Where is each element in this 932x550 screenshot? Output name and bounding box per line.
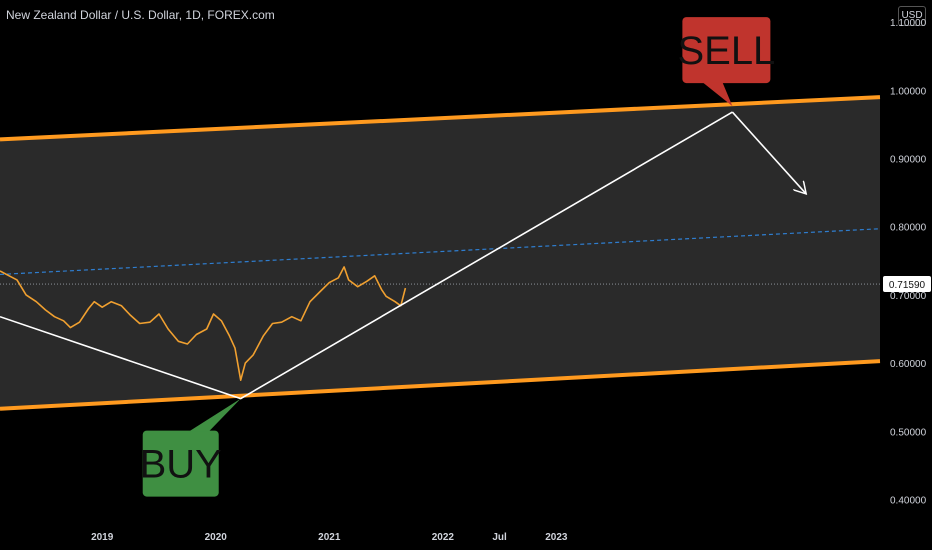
x-tick-label: 2020 bbox=[205, 532, 228, 543]
current-price-tag bbox=[883, 276, 931, 293]
callout-label: BUY bbox=[140, 443, 222, 487]
sell-callout[interactable]: SELL bbox=[677, 17, 775, 107]
y-tick-label: 0.60000 bbox=[890, 359, 927, 370]
currency-selector[interactable]: USD bbox=[898, 6, 926, 26]
chart-title: New Zealand Dollar / U.S. Dollar, 1D, FO… bbox=[6, 8, 275, 22]
y-tick-label: 1.10000 bbox=[890, 18, 927, 29]
callout-box bbox=[682, 17, 771, 84]
current-price-label: 0.71590 bbox=[889, 280, 926, 291]
channel-lower-line[interactable] bbox=[0, 359, 881, 411]
projection-arrow[interactable] bbox=[731, 111, 806, 194]
x-tick-label: 2021 bbox=[318, 532, 341, 543]
x-tick-label: Jul bbox=[492, 532, 507, 543]
y-tick-label: 0.50000 bbox=[890, 427, 927, 438]
callout-box bbox=[142, 430, 219, 497]
callout-pointer bbox=[702, 82, 733, 107]
price-series-line[interactable] bbox=[0, 266, 407, 382]
channel-upper-line[interactable] bbox=[0, 95, 881, 142]
x-tick-label: 2019 bbox=[91, 532, 114, 543]
y-tick-label: 0.70000 bbox=[890, 291, 927, 302]
y-tick-label: 0.40000 bbox=[890, 496, 927, 507]
x-tick-label: 2022 bbox=[432, 532, 455, 543]
x-tick-label: 2023 bbox=[545, 532, 568, 543]
callout-pointer bbox=[188, 398, 241, 432]
buy-callout[interactable]: BUY bbox=[140, 398, 241, 497]
y-tick-label: 0.80000 bbox=[890, 223, 927, 234]
channel-fill bbox=[0, 97, 880, 409]
y-tick-label: 0.90000 bbox=[890, 154, 927, 165]
y-tick-label: 1.00000 bbox=[890, 86, 927, 97]
callout-label: SELL bbox=[677, 29, 775, 73]
